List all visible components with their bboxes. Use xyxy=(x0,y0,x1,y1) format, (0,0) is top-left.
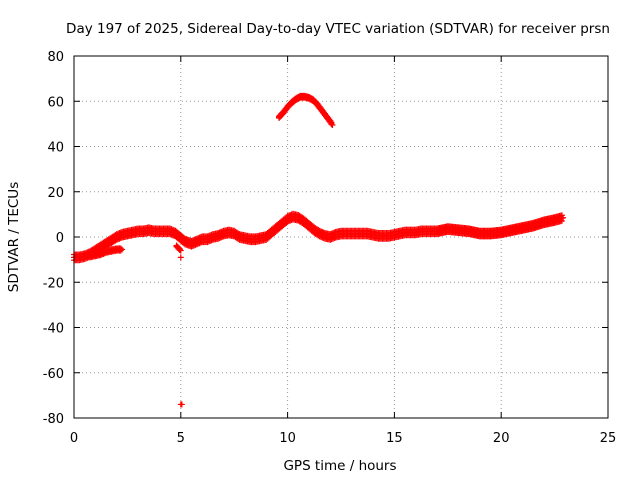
x-tick-label: 25 xyxy=(600,431,617,446)
point-branch xyxy=(119,246,126,253)
x-tick-label: 5 xyxy=(177,431,185,446)
axis-ticks: 0 5 10 15 20 25 -80 -60 -40 -20 0 20 40 60 80 xyxy=(43,50,617,446)
y-tick-label: -60 xyxy=(43,367,64,382)
point-dip xyxy=(177,247,184,254)
x-axis-label: GPS time / hours xyxy=(283,458,396,474)
y-tick-label: 0 xyxy=(56,231,64,246)
point-arc xyxy=(328,119,335,126)
y-tick-label: 40 xyxy=(47,141,64,156)
grid xyxy=(74,56,608,418)
point-main-trace xyxy=(560,214,567,221)
y-tick-label: -80 xyxy=(43,412,64,427)
chart-title: Day 197 of 2025, Sidereal Day-to-day VTE… xyxy=(66,21,610,37)
point-outliers xyxy=(178,401,185,408)
x-tick-label: 10 xyxy=(279,431,296,446)
y-tick-label: -20 xyxy=(43,276,64,291)
y-tick-label: 60 xyxy=(47,95,64,110)
x-tick-label: 15 xyxy=(386,431,403,446)
x-tick-label: 0 xyxy=(70,431,78,446)
y-tick-label: 20 xyxy=(47,186,64,201)
point-arc xyxy=(329,122,336,129)
y-tick-label: -40 xyxy=(43,322,64,337)
x-tick-label: 20 xyxy=(493,431,510,446)
point-branch xyxy=(117,245,124,252)
y-tick-label: 80 xyxy=(47,50,64,65)
y-axis-label: SDTVAR / TECUs xyxy=(6,182,22,292)
data-points xyxy=(71,92,567,408)
point-main-trace xyxy=(235,230,242,237)
point-outliers xyxy=(177,254,184,261)
